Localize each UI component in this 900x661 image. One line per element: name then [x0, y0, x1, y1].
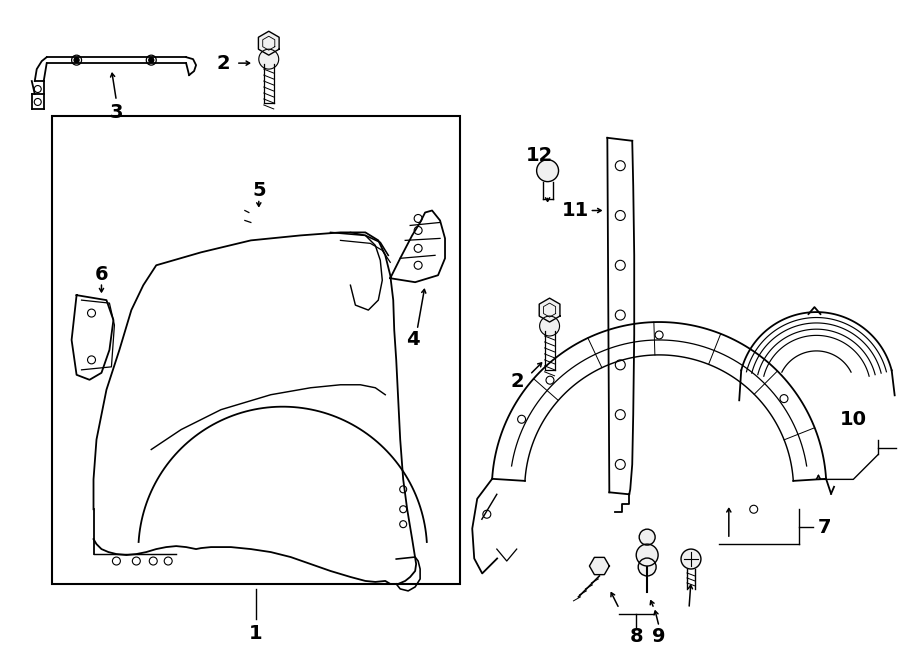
Text: 4: 4: [406, 330, 420, 350]
Text: 1: 1: [249, 624, 263, 643]
Text: 9: 9: [652, 627, 666, 646]
Circle shape: [259, 49, 279, 69]
Circle shape: [639, 529, 655, 545]
Circle shape: [636, 544, 658, 566]
Text: 5: 5: [252, 181, 266, 200]
Circle shape: [681, 549, 701, 569]
Circle shape: [638, 558, 656, 576]
Text: 10: 10: [840, 410, 867, 429]
Bar: [51, 116, 460, 584]
Text: 8: 8: [629, 627, 643, 646]
Text: 2: 2: [216, 54, 230, 73]
Polygon shape: [590, 557, 609, 574]
Text: 2: 2: [511, 372, 525, 391]
Circle shape: [148, 58, 154, 63]
Text: 3: 3: [110, 103, 123, 122]
Circle shape: [74, 58, 79, 63]
Circle shape: [536, 160, 559, 182]
Polygon shape: [258, 31, 279, 55]
Text: 6: 6: [94, 265, 108, 284]
Polygon shape: [539, 298, 560, 322]
Text: 11: 11: [562, 201, 590, 220]
Text: 7: 7: [818, 518, 832, 537]
Text: 12: 12: [526, 146, 554, 165]
Circle shape: [540, 316, 560, 336]
